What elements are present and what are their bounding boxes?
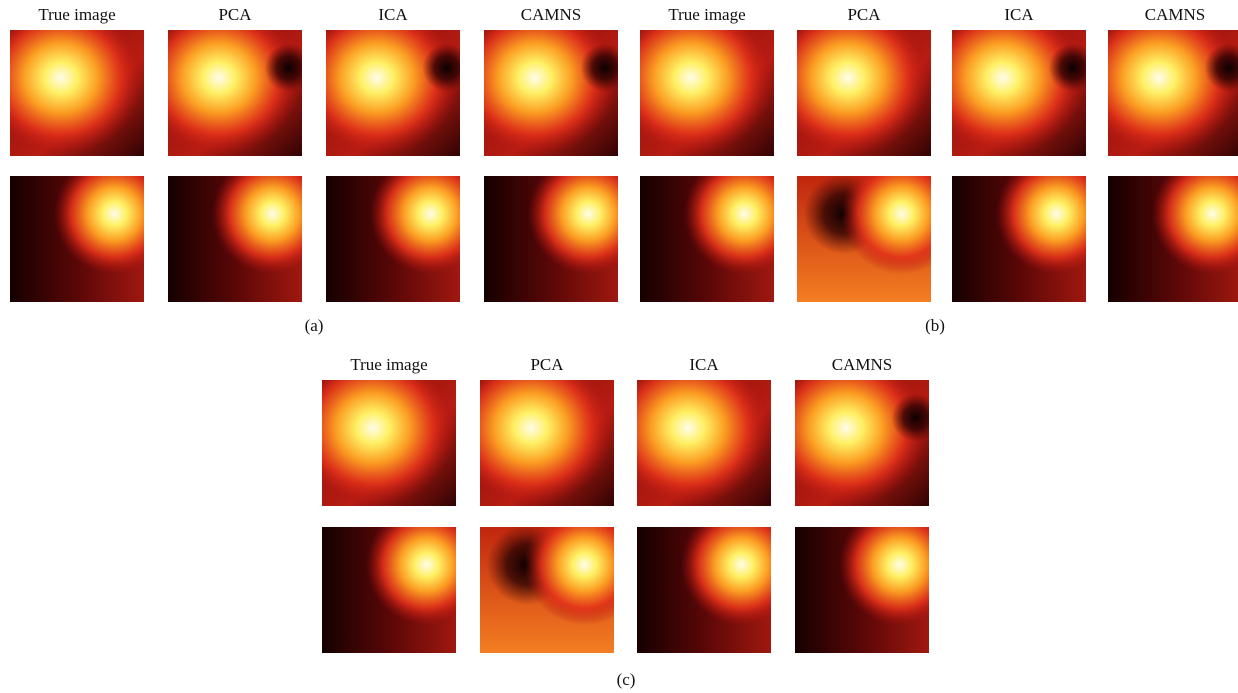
heatmap-image [326, 153, 491, 302]
blob [370, 153, 491, 274]
column-title: ICA [378, 5, 408, 24]
dark-spot [422, 44, 470, 92]
blob [839, 504, 960, 625]
blob [605, 350, 771, 506]
blob [684, 153, 805, 274]
heatmap-image [484, 153, 649, 302]
blob [212, 153, 333, 274]
column-title: ICA [689, 355, 719, 374]
column-title: True image [350, 355, 427, 374]
heatmap-image [795, 504, 960, 653]
blob [996, 153, 1117, 274]
column-title: True image [38, 5, 115, 24]
heatmap-image [1108, 153, 1238, 302]
heatmap-image [480, 504, 645, 653]
blob [841, 153, 962, 274]
dark-spot [1048, 44, 1096, 92]
heatmap-image [322, 504, 487, 653]
heatmap-image [797, 153, 962, 302]
column-title: True image [668, 5, 745, 24]
heatmap-image [10, 153, 175, 302]
column-title: ICA [1004, 5, 1034, 24]
figure: True image PCA ICA CAMNS (a) True image PCA ICA… [0, 0, 1238, 693]
panel-caption: (c) [617, 670, 636, 689]
heatmap-image [637, 504, 802, 653]
column-title: PCA [530, 355, 564, 374]
blob [524, 504, 645, 625]
dark-spot [264, 44, 312, 92]
blob [54, 153, 175, 274]
column-title: CAMNS [521, 5, 581, 24]
column-title: CAMNS [1145, 5, 1205, 24]
panel-caption: (b) [925, 316, 945, 335]
heatmap-image [605, 350, 771, 506]
heatmap-image [952, 153, 1117, 302]
blob [366, 504, 487, 625]
panel-caption: (a) [305, 316, 324, 335]
column-title: PCA [218, 5, 252, 24]
dark-spot [891, 394, 939, 442]
heatmap-image [168, 153, 333, 302]
column-title: PCA [847, 5, 881, 24]
blob [681, 504, 802, 625]
dark-spot [580, 44, 628, 92]
heatmap-image [640, 153, 805, 302]
column-title: CAMNS [832, 355, 892, 374]
blob [528, 153, 649, 274]
